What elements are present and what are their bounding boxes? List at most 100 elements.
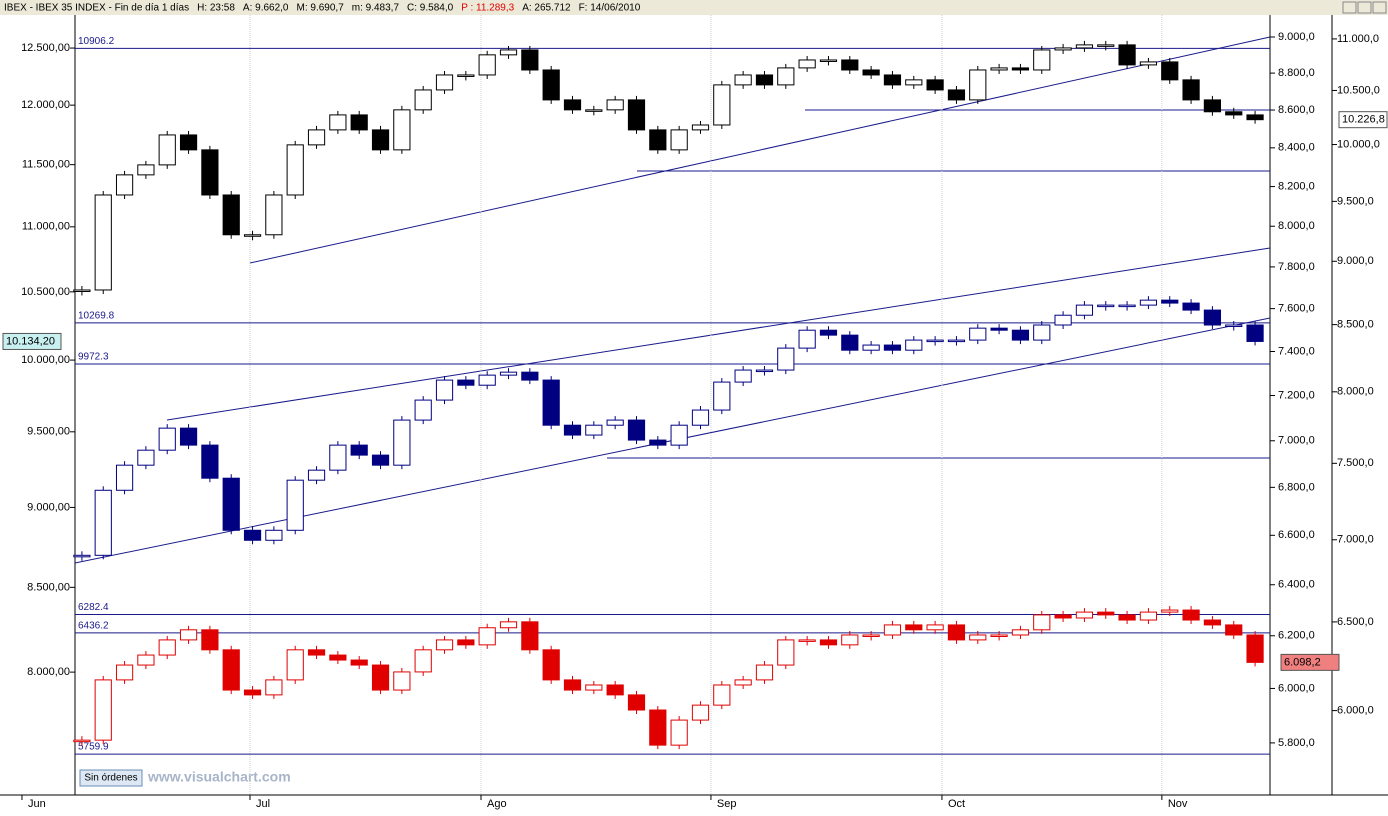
header-bar (0, 0, 1388, 15)
candle-body (1054, 47, 1072, 51)
y-tick-label: 8.000,0 (1278, 220, 1315, 232)
header-field: P : 11.289,3 (461, 3, 514, 14)
candle-body (990, 634, 1008, 637)
candle-body (777, 639, 795, 666)
x-tick-label: Nov (1168, 798, 1188, 810)
candle-body (1054, 614, 1072, 619)
level-label: 5759.9 (78, 742, 109, 753)
y-tick-label: 8.600,0 (1278, 104, 1315, 116)
candle-body (286, 649, 304, 681)
candle-body (350, 444, 368, 456)
candle-body (1182, 609, 1200, 621)
candle-body (649, 439, 667, 446)
candle-body (222, 194, 240, 236)
candle-body (883, 74, 902, 86)
candle-body (798, 639, 816, 642)
candle-body (1246, 324, 1264, 342)
maximize-button[interactable] (1357, 1, 1372, 14)
candle-body (691, 704, 710, 721)
y-tick-label: 6.000,0 (1278, 682, 1315, 694)
candle-body (691, 124, 710, 131)
candle-body (286, 144, 304, 196)
close-button[interactable] (1372, 1, 1387, 14)
candle-body (670, 719, 688, 746)
candle-body (73, 289, 91, 292)
candle-body (1118, 614, 1136, 621)
candle-body (606, 99, 624, 111)
candle-body (734, 369, 752, 383)
candle-body (862, 344, 880, 351)
y-tick-label: 8.200,0 (1278, 180, 1315, 192)
candle-body (329, 654, 347, 661)
y-tick-label: 7.800,0 (1278, 261, 1315, 273)
y-tick-label: 10.500,0 (1337, 84, 1380, 96)
candle-body (1225, 111, 1243, 116)
y-tick-label: 10.000,0 (1337, 138, 1380, 150)
candle-body (1054, 314, 1072, 326)
y-tick-label: 9.500,00 (27, 426, 70, 438)
x-tick-label: Jul (256, 798, 270, 810)
candle-body (499, 49, 518, 56)
candle-body (478, 54, 496, 76)
candle-body (777, 347, 795, 371)
candle-body (1246, 634, 1264, 663)
candle-body (371, 664, 390, 691)
candle-body (478, 374, 496, 386)
candle-body (606, 684, 624, 696)
candle-body (137, 164, 155, 176)
orders-button-label[interactable]: Sin órdenes (84, 773, 137, 784)
orders-button[interactable] (79, 769, 143, 787)
candle-body (990, 67, 1008, 71)
candle-body (457, 379, 475, 386)
last-value-label: 6.098,2 (1284, 656, 1321, 668)
candle-body (115, 664, 134, 681)
candle-body (1246, 114, 1264, 121)
y-tick-label: 6.000,0 (1337, 705, 1374, 717)
candle-body (713, 84, 731, 126)
candle-body (627, 694, 646, 711)
candle-body (798, 59, 816, 69)
candle-body (1075, 611, 1094, 619)
level-label: 9972.3 (78, 352, 109, 363)
candle-body (627, 99, 646, 131)
watermark: www.visualchart.com (147, 769, 291, 785)
x-axis-area (0, 795, 1388, 811)
candle-body (905, 79, 923, 86)
candle-body (1225, 324, 1243, 328)
plot-background (0, 15, 1388, 795)
candle-body (435, 379, 454, 401)
candle-body (755, 369, 774, 373)
candle-body (265, 679, 283, 696)
candle-body (115, 464, 134, 491)
y-tick-label: 6.600,0 (1278, 529, 1315, 541)
candle-body (905, 624, 923, 631)
candle-body (777, 67, 795, 86)
candle-body (1097, 611, 1115, 616)
y-tick-label: 6.500,0 (1337, 616, 1374, 628)
candle-body (371, 129, 390, 151)
candle-body (201, 149, 219, 196)
candle-body (393, 671, 411, 691)
candle-body (713, 684, 731, 706)
candle-body (563, 99, 582, 111)
candle-body (841, 59, 859, 71)
candle-body (179, 134, 198, 151)
candle-body (457, 74, 475, 77)
minimize-button[interactable] (1342, 1, 1357, 14)
last-value-label: 10.226,8 (1342, 114, 1385, 126)
candle-body (542, 649, 560, 681)
candle-body (179, 427, 198, 446)
candle-body (969, 327, 987, 341)
candle-body (243, 234, 262, 237)
y-tick-label: 10.500,00 (21, 286, 70, 298)
trend-line (166, 247, 1271, 421)
candle-body (819, 59, 838, 62)
candle-body (158, 427, 176, 451)
candle-body (414, 399, 432, 421)
candle-body (713, 381, 731, 411)
candle-body (883, 344, 902, 351)
header-title: IBEX - IBEX 35 INDEX - Fin de día 1 días (4, 3, 189, 14)
candle-body (585, 424, 603, 436)
y-tick-label: 9.000,0 (1278, 31, 1315, 43)
